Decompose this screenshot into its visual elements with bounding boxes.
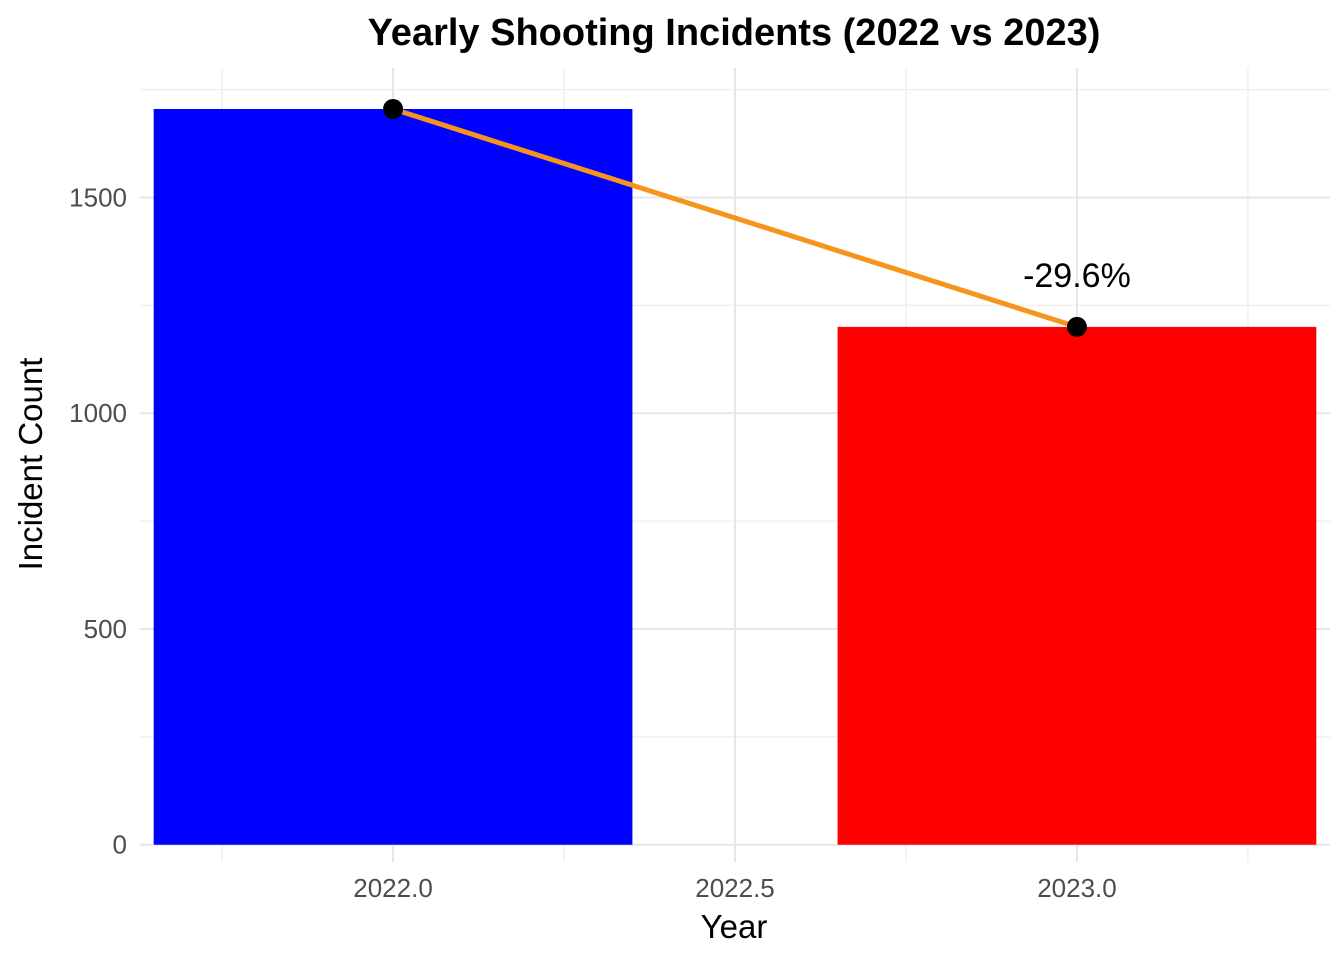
trend-line-layer xyxy=(392,106,1078,330)
x-axis-title: Year xyxy=(701,908,768,945)
annotations: -29.6% xyxy=(1023,257,1131,295)
x-tick-labels: 2022.0 2022.5 2023.0 xyxy=(353,873,1116,903)
y-tick-label: 1000 xyxy=(69,398,127,428)
y-tick-labels: 0 500 1000 1500 xyxy=(69,182,127,859)
y-axis-title: Incident Count xyxy=(12,358,49,571)
bar-2022 xyxy=(153,108,633,845)
x-tick-label: 2023.0 xyxy=(1037,873,1117,903)
x-tick-label: 2022.5 xyxy=(695,873,775,903)
chart-title: Yearly Shooting Incidents (2022 vs 2023) xyxy=(368,12,1101,54)
bar-2023 xyxy=(837,326,1317,845)
y-tick-label: 500 xyxy=(84,614,127,644)
bars xyxy=(153,108,1317,845)
x-tick-label: 2022.0 xyxy=(353,873,433,903)
y-tick-label: 0 xyxy=(113,830,127,860)
trend-line xyxy=(392,106,1078,330)
trend-markers xyxy=(383,98,1087,337)
y-tick-label: 1500 xyxy=(69,182,127,212)
trend-point-2022 xyxy=(383,98,404,119)
trend-point-2023 xyxy=(1066,316,1087,337)
change-label: -29.6% xyxy=(1023,257,1131,295)
